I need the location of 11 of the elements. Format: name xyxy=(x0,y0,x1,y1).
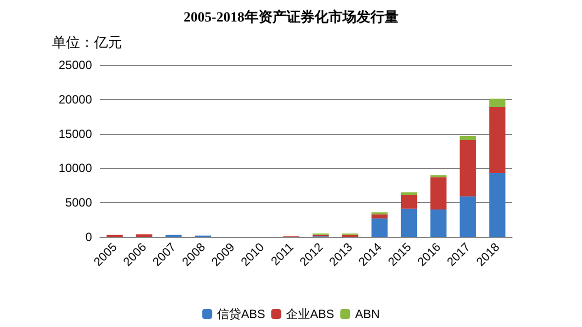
legend-label: 企业ABS xyxy=(286,307,334,321)
y-tick-label: 5000 xyxy=(65,196,92,210)
y-axis-title: 单位：亿元 xyxy=(52,35,122,51)
y-tick-label: 10000 xyxy=(58,161,92,176)
y-tick-label: 20000 xyxy=(58,92,92,106)
y-tick-label: 25000 xyxy=(58,58,92,72)
chart-title: 2005-2018年资产证券化市场发行量 xyxy=(184,8,398,26)
y-tick-label: 15000 xyxy=(58,126,92,141)
legend-label: ABN xyxy=(355,307,380,321)
y-tick-label: 0 xyxy=(85,230,92,244)
legend-label: 信贷ABS xyxy=(217,307,266,321)
